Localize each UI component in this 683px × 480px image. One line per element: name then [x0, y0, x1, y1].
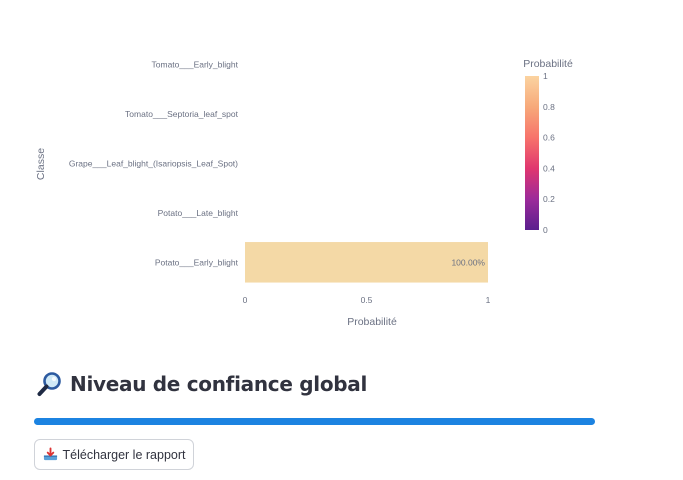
colorbar-tick-label: 0.8: [543, 102, 555, 112]
x-tick-label: 1: [486, 295, 491, 305]
colorbar: Probabilité 0 0.2 0.4 0.6 0.8 1: [523, 58, 573, 235]
probability-bar-chart: 100.00% Potato___Early_blight Potato___La…: [35, 58, 573, 328]
y-tick-label: Potato___Late_blight: [158, 208, 239, 218]
confidence-progress-bar: [34, 418, 595, 425]
colorbar-title: Probabilité: [523, 58, 573, 70]
download-report-label: Télécharger le rapport: [62, 447, 186, 462]
colorbar-tick-label: 0: [543, 225, 548, 235]
x-axis-title: Probabilité: [347, 316, 397, 328]
download-report-button[interactable]: Télécharger le rapport: [34, 439, 194, 470]
colorbar-gradient: [525, 76, 539, 230]
colorbar-tick-label: 0.6: [543, 133, 555, 143]
y-tick-label: Tomato___Septoria_leaf_spot: [125, 109, 239, 119]
colorbar-tick-label: 1: [543, 71, 548, 81]
download-tray-icon: [43, 447, 57, 461]
confidence-progress-fill: [34, 418, 595, 425]
colorbar-tick-label: 0.4: [543, 163, 555, 173]
colorbar-tick-label: 0.2: [543, 194, 555, 204]
bar-potato-early-blight[interactable]: [245, 242, 488, 283]
magnifier-icon: [37, 372, 61, 396]
x-tick-label: 0.5: [361, 295, 373, 305]
y-tick-label: Grape___Leaf_blight_(Isariopsis_Leaf_Spo…: [69, 159, 238, 169]
confidence-heading: Niveau de confiance global: [36, 370, 367, 398]
y-axis-title: Classe: [35, 148, 47, 180]
confidence-title: Niveau de confiance global: [70, 372, 368, 396]
y-tick-label: Potato___Early_blight: [155, 257, 239, 267]
bar-data-label: 100.00%: [451, 257, 485, 267]
y-tick-label: Tomato___Early_blight: [152, 60, 239, 70]
x-tick-label: 0: [243, 295, 248, 305]
